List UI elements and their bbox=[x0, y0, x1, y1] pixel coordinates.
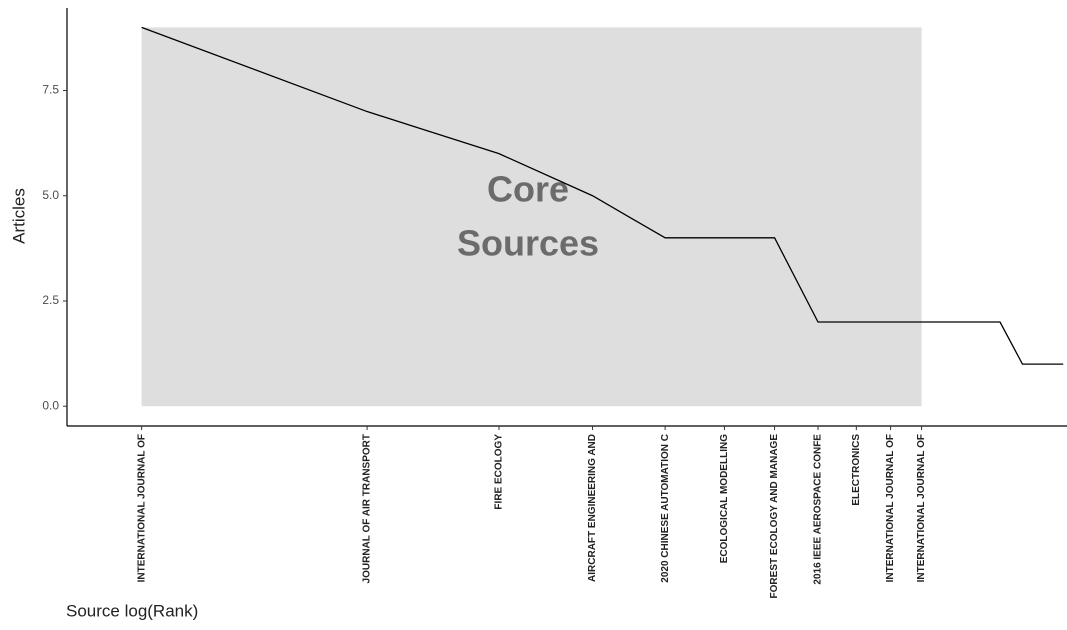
y-tick-label: 0.0 bbox=[42, 398, 59, 412]
x-tick-label: INTERNATIONAL JOURNAL OF bbox=[916, 434, 927, 582]
core-area bbox=[141, 27, 922, 407]
x-tick-label: INTERNATIONAL JOURNAL OF bbox=[136, 434, 147, 582]
annotation: Sources bbox=[457, 223, 599, 264]
y-tick-label: 2.5 bbox=[42, 293, 59, 307]
x-tick-label: FOREST ECOLOGY AND MANAGE bbox=[769, 434, 780, 599]
y-tick-label: 5.0 bbox=[42, 188, 59, 202]
y-axis-title: Articles bbox=[9, 188, 28, 244]
annotation: Core bbox=[487, 169, 569, 210]
y-tick-label: 7.5 bbox=[42, 83, 59, 97]
x-tick-label: ECOLOGICAL MODELLING bbox=[719, 434, 730, 563]
x-tick-label: JOURNAL OF AIR TRANSPORT bbox=[362, 434, 373, 583]
x-tick-label: FIRE ECOLOGY bbox=[494, 434, 505, 510]
x-tick-label: AIRCRAFT ENGINEERING AND bbox=[587, 434, 598, 582]
x-tick-label: 2020 CHINESE AUTOMATION C bbox=[660, 434, 671, 583]
x-tick-label: ELECTRONICS bbox=[851, 434, 862, 506]
x-tick-label: INTERNATIONAL JOURNAL OF bbox=[885, 434, 896, 582]
x-tick-label: 2016 IEEE AEROSPACE CONFE bbox=[813, 434, 824, 585]
x-axis-title: Source log(Rank) bbox=[66, 601, 198, 620]
line bbox=[141, 26, 1064, 365]
